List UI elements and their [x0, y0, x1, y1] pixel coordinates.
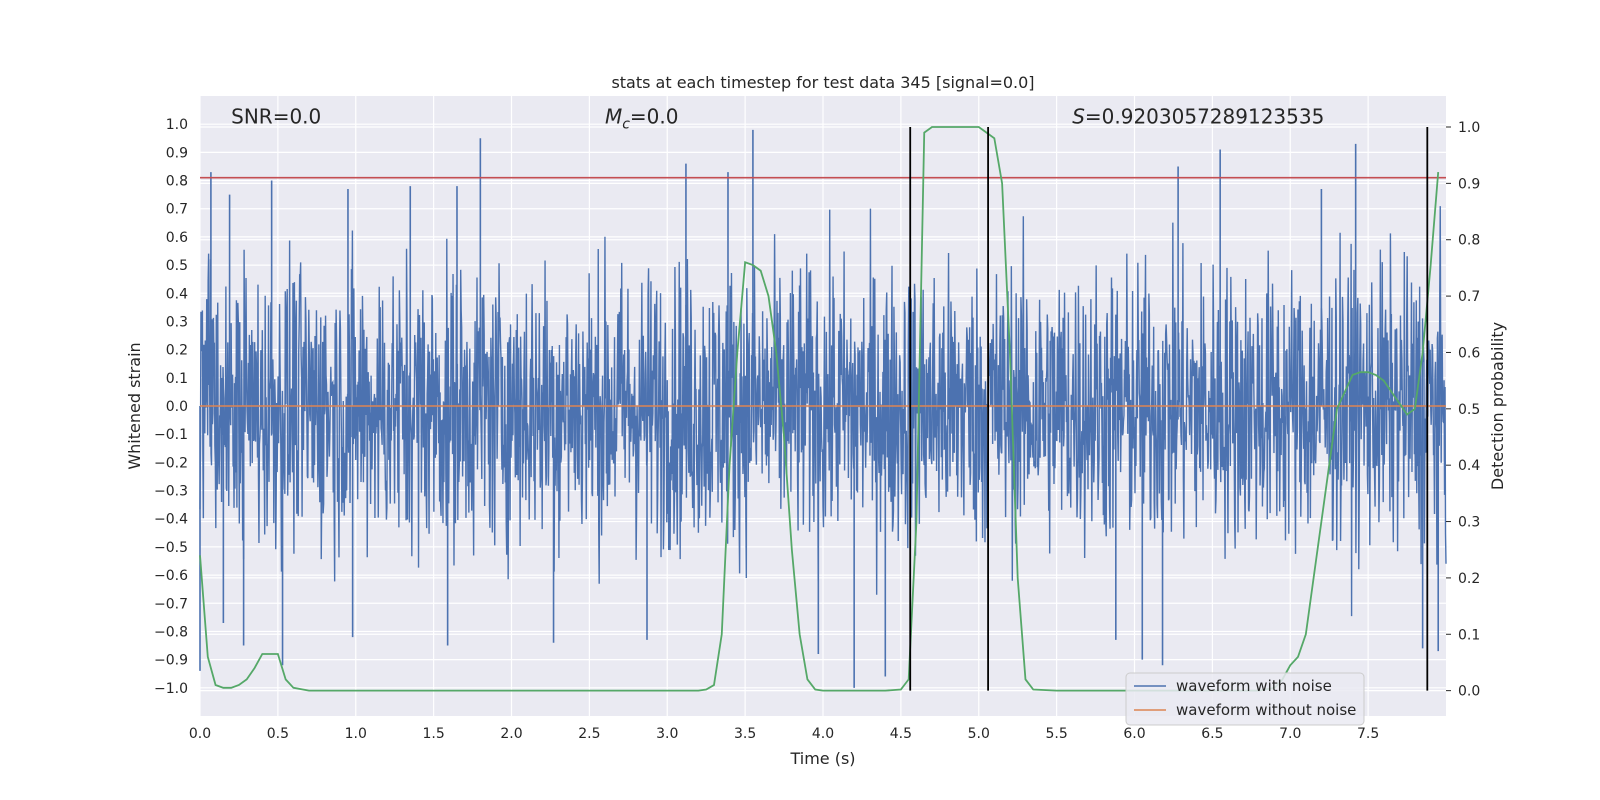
x-tick-label: 5.5	[1045, 726, 1067, 742]
x-tick-label: 4.0	[812, 726, 834, 742]
y-tick-label: −0.9	[154, 653, 188, 669]
x-tick-label: 2.0	[500, 726, 522, 742]
annotation-chirp-mass-value: =0.0	[630, 105, 679, 129]
y-tick-label: −0.3	[154, 484, 188, 500]
y-tick-label: 0.5	[166, 258, 188, 274]
y2-tick-label: 0.0	[1458, 684, 1480, 700]
annotation-snr: SNR=0.0	[231, 105, 321, 129]
y2-tick-label: 0.2	[1458, 571, 1480, 587]
x-tick-label: 6.5	[1201, 726, 1223, 742]
x-axis-label: Time (s)	[789, 749, 855, 768]
y2-tick-label: 0.7	[1458, 289, 1480, 305]
x-tick-label: 0.5	[267, 726, 289, 742]
annotation-chirp-mass-subscript: c	[622, 117, 630, 133]
x-tick-label: 3.5	[734, 726, 756, 742]
y-tick-label: 1.0	[166, 117, 188, 133]
legend-label-clean: waveform without noise	[1176, 701, 1356, 719]
legend-box	[1125, 672, 1365, 726]
y-tick-label: 0.6	[166, 230, 188, 246]
x-tick-label: 1.0	[345, 726, 367, 742]
y-tick-label: 0.8	[166, 174, 188, 190]
x-tick-label: 5.0	[968, 726, 990, 742]
detection-probability-series	[199, 126, 1440, 692]
y-tick-label: −1.0	[154, 681, 188, 697]
y2-tick-label: 0.5	[1458, 402, 1480, 418]
y-tick-label: 0.4	[166, 286, 188, 302]
y2-axis-label: Detection probability	[1488, 322, 1507, 490]
x-tick-label: 2.5	[578, 726, 600, 742]
detection-probability-line	[199, 126, 1440, 692]
y2-tick-label: 0.1	[1458, 627, 1480, 643]
vertical-markers	[909, 127, 1429, 691]
y-tick-label: 0.3	[166, 314, 188, 330]
x-tick-label: 7.0	[1279, 726, 1301, 742]
y-tick-label: 0.0	[166, 399, 188, 415]
y-axis-label: Whitened strain	[125, 342, 144, 469]
y-tick-label: −0.1	[154, 427, 188, 443]
y2-tick-label: 1.0	[1458, 120, 1480, 136]
y-tick-label: 0.1	[166, 371, 188, 387]
annotation-chirp-mass-symbol: M	[605, 105, 622, 129]
tick-labels: 0.0 0.5 1.0 1.5 2.0 2.5 3.0 3.5 4.0 4.5 5.0 5.5 6.0 6…	[154, 117, 1480, 742]
y2-tick-label: 0.8	[1458, 233, 1480, 249]
x-tick-label: 4.5	[890, 726, 912, 742]
x-tick-label: 3.0	[656, 726, 678, 742]
x-tick-label: 0.0	[189, 726, 211, 742]
waveform-with-noise-line	[199, 206, 1447, 617]
x-tick-label: 6.0	[1123, 726, 1145, 742]
waveform-with-noise-series	[199, 129, 1447, 688]
y-tick-label: −0.8	[154, 624, 188, 640]
y-tick-label: 0.2	[166, 343, 188, 359]
y2-tick-label: 0.4	[1458, 458, 1480, 474]
annotation-chirp-mass: Mc=0.0	[605, 105, 679, 133]
y-tick-label: −0.2	[154, 455, 188, 471]
y-tick-label: −0.6	[154, 568, 188, 584]
annotation-s-symbol: S	[1072, 105, 1085, 129]
chart-title: stats at each timestep for test data 345…	[611, 73, 1034, 92]
annotation-s: S=0.9203057289123535	[1072, 105, 1324, 129]
annotation-s-value: =0.9203057289123535	[1085, 105, 1324, 129]
y2-tick-label: 0.9	[1458, 176, 1480, 192]
legend: waveform with noise waveform without noi…	[1125, 672, 1365, 726]
y-tick-label: −0.4	[154, 512, 188, 528]
x-tick-label: 7.5	[1357, 726, 1379, 742]
legend-label-noise: waveform with noise	[1176, 677, 1332, 695]
y2-tick-label: 0.6	[1458, 345, 1480, 361]
y2-tick-label: 0.3	[1458, 515, 1480, 531]
y-tick-label: −0.7	[154, 596, 188, 612]
y-tick-label: −0.5	[154, 540, 188, 556]
x-tick-label: 1.5	[422, 726, 444, 742]
y-tick-label: 0.7	[166, 202, 188, 218]
y-tick-label: 0.9	[166, 145, 188, 161]
